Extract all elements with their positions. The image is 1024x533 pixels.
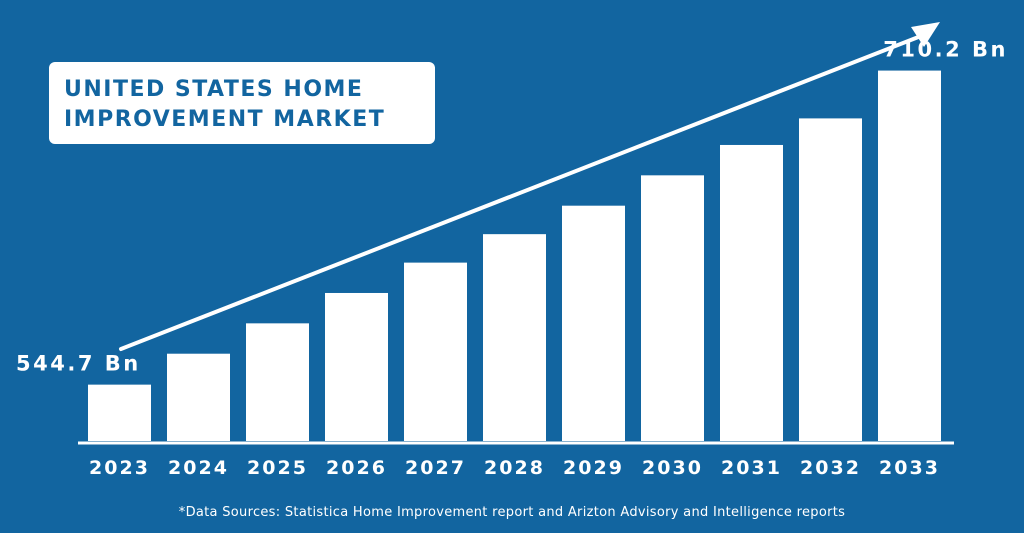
bar-2027 [404,262,467,441]
bars [88,70,941,442]
bar-2028 [483,234,546,441]
x-tick-labels: 2023 2024 2025 2026 2027 2028 2029 2030 2031 2032… [89,457,940,479]
chart-title-line-1: UNITED STATES HOME [64,77,364,102]
x-tick-label-2032: 2032 [800,457,861,479]
data-source-note: *Data Sources: Statistica Home Improveme… [178,505,846,520]
bar-2030 [641,175,704,442]
bar-2026 [325,292,388,441]
x-tick-label-2030: 2030 [642,457,703,479]
data-labels: 544.7 Bn 710.2 Bn [16,38,1008,376]
bar-2033 [878,70,941,442]
chart-title-box: UNITED STATES HOME IMPROVEMENT MARKET [49,62,435,144]
x-tick-label-2025: 2025 [247,457,308,479]
bar-2029 [562,205,625,441]
bar-2024 [167,353,230,441]
trend-arrow-head [911,22,940,47]
bar-2025 [246,323,309,441]
chart-title-line-2: IMPROVEMENT MARKET [64,107,386,132]
x-tick-label-2023: 2023 [89,457,150,479]
trend-arrow-line [119,34,923,351]
x-tick-label-2027: 2027 [405,457,466,479]
bar-2032 [799,118,862,441]
x-tick-label-2028: 2028 [484,457,545,479]
x-tick-label-2026: 2026 [326,457,387,479]
data-label-2033: 710.2 Bn [883,38,1008,62]
x-tick-label-2033: 2033 [879,457,940,479]
data-label-2023: 544.7 Bn [16,352,141,376]
bar-2023 [88,384,151,441]
x-tick-label-2024: 2024 [168,457,229,479]
x-tick-label-2031: 2031 [721,457,782,479]
x-tick-label-2029: 2029 [563,457,624,479]
bar-2031 [720,144,783,442]
